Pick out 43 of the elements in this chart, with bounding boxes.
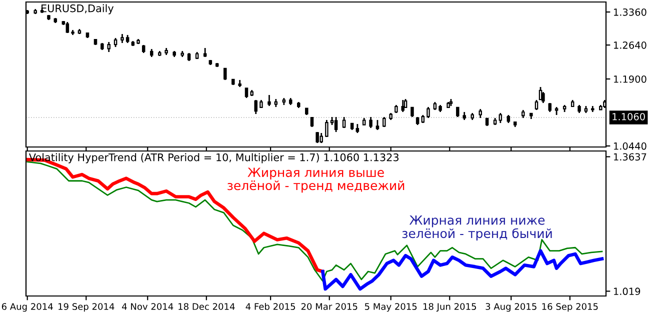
candlestick [456, 106, 460, 118]
candlestick [376, 119, 380, 131]
annotation: Жирная линия выше зелёной - тренд медвежий [228, 168, 404, 193]
candlestick [66, 21, 70, 34]
x-tick-label: 4 Nov 2014 [122, 303, 174, 310]
x-tick-label: 19 Sep 2014 [58, 303, 114, 312]
x-tick-label: 18 Dec 2014 [178, 303, 235, 310]
candlestick [325, 119, 328, 138]
candlestick [369, 116, 372, 129]
candlestick [534, 99, 538, 111]
x-tick-label: 16 Sep 2015 [542, 303, 598, 312]
candlestick [310, 116, 314, 128]
line-series [321, 249, 604, 291]
x-tick-label: 5 May 2015 [364, 303, 417, 312]
y-tick-label: 1.1900 [614, 75, 646, 83]
candlestick [426, 106, 430, 119]
x-tick-label: 6 Aug 2014 [2, 303, 53, 312]
candlestick [498, 112, 502, 124]
chart-title: Volatility HyperTrend (ATR Period = 10, Multiplier = 1.7) 1.1060 1.1323 [28, 153, 399, 164]
candlestick [410, 106, 414, 118]
x-tick-label: 20 Mar 2015 [301, 303, 358, 310]
y-tick-label: 1.019 [614, 288, 640, 296]
candlestick [254, 99, 258, 115]
chart-title: EURUSD,Daily [42, 4, 114, 14]
candlestick [320, 132, 323, 144]
y-tick-label: 1.0440 [614, 142, 646, 150]
annotation: Жирная линия ниже зелёной - тренд бычий [402, 216, 552, 241]
y-tick-label: 1.3637 [614, 153, 646, 161]
ref-line-label: 1.1060 [612, 112, 645, 120]
x-tick-label: 3 Aug 2015 [486, 303, 536, 312]
candlestick [401, 99, 404, 113]
y-tick-label: 1.2640 [614, 42, 646, 49]
candlestick [244, 87, 248, 99]
candlestick [342, 116, 346, 129]
x-tick-label: 4 Feb 2015 [246, 302, 295, 310]
candlestick [268, 94, 271, 107]
candlestick [542, 91, 545, 104]
y-tick-label: 1.3360 [614, 8, 646, 16]
candlestick [334, 116, 338, 133]
candlestick [107, 41, 110, 53]
x-tick-label: 18 Jun 2015 [423, 303, 476, 312]
candlestick [316, 131, 319, 144]
candlestick [224, 67, 227, 81]
